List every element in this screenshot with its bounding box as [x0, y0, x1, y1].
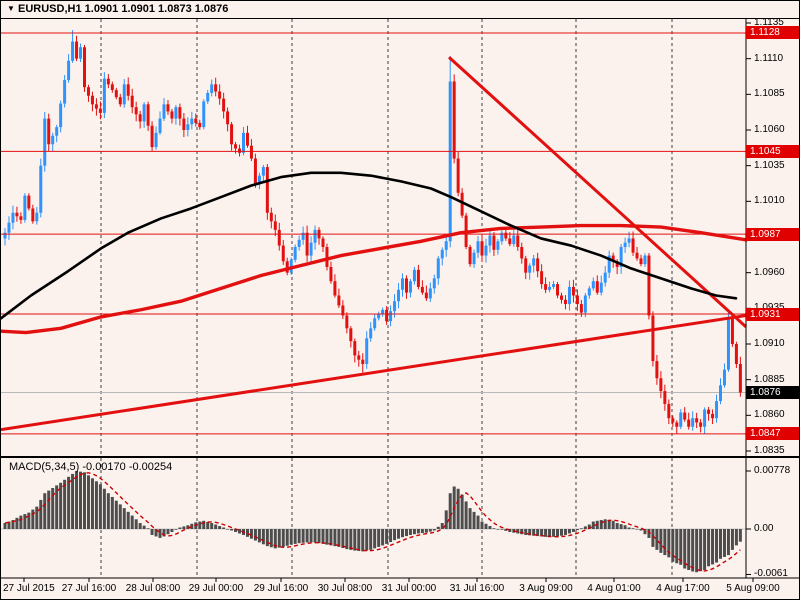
time-axis-label: 31 Jul 16:00 — [449, 583, 505, 594]
time-axis-label: 3 Aug 09:00 — [519, 583, 573, 594]
price-tick-label: 1.0835 — [754, 445, 785, 456]
time-axis-label: 27 Jul 16:00 — [61, 583, 117, 594]
price-tick-label: 1.0885 — [754, 373, 785, 385]
trendlines-layer — [1, 56, 748, 432]
time-axis-label: 31 Jul 00:00 — [381, 583, 437, 594]
symbol-menu-icon[interactable]: ▼ — [7, 4, 15, 13]
price-tick-label: 1.0860 — [754, 409, 785, 421]
macd-histogram-layer — [3, 471, 742, 573]
price-badge-1.0931: 1.0931 — [746, 307, 799, 321]
time-axis-label: 29 Jul 16:00 — [253, 583, 309, 594]
chart-title-row: ▼ EURUSD,H1 1.0901 1.0901 1.0873 1.0876 — [1, 1, 799, 18]
price-tick-label: 1.1110 — [754, 52, 784, 64]
price-badge-1.0847: 1.0847 — [746, 427, 799, 441]
price-tick-label: 1.1035 — [754, 159, 785, 171]
macd-axis-label: 0.00 — [754, 523, 774, 534]
grid-layer — [100, 19, 673, 578]
chart-title-symbol: EURUSD,H1 — [18, 3, 82, 15]
price-tick-label: 1.1085 — [754, 88, 785, 100]
price-tick-label: 1.1135 — [754, 17, 784, 28]
time-axis-label: 5 Aug 09:00 — [726, 583, 780, 594]
time-axis-label: 29 Jul 00:00 — [188, 583, 244, 594]
price-badge-1.1128: 1.1128 — [746, 26, 799, 40]
chart-title-ohlc: 1.0901 1.0901 1.0873 1.0876 — [84, 3, 229, 15]
time-axis-label: 28 Jul 08:00 — [125, 583, 181, 594]
price-badge-1.1045: 1.1045 — [746, 144, 799, 158]
time-axis-label: 27 Jul 2015 — [3, 583, 55, 594]
price-tick-label: 1.0910 — [754, 338, 785, 349]
macd-signal-line — [4, 472, 741, 572]
time-axis-label: 4 Aug 17:00 — [656, 583, 710, 594]
time-axis-label: 4 Aug 01:00 — [587, 583, 641, 594]
chart-title: EURUSD,H1 1.0901 1.0901 1.0873 1.0876 — [18, 3, 228, 15]
time-axis-label: 30 Jul 08:00 — [317, 583, 373, 594]
ma-lines-layer — [1, 171, 748, 335]
price-tick-label: 1.1010 — [754, 195, 785, 207]
price-tick-label: 1.0960 — [754, 266, 785, 278]
price-badge-1.0987: 1.0987 — [746, 227, 799, 241]
price-tick-label: 1.1060 — [754, 124, 785, 135]
price-badge-1.0876: 1.0876 — [746, 386, 799, 399]
macd-axis-label: -0.0061 — [754, 568, 788, 580]
pane-borders — [1, 18, 799, 582]
macd-axis-label: 0.00778 — [754, 465, 791, 476]
candles-layer — [3, 30, 742, 434]
indicator-label: MACD(5,34,5) -0.00170 -0.00254 — [9, 461, 173, 473]
